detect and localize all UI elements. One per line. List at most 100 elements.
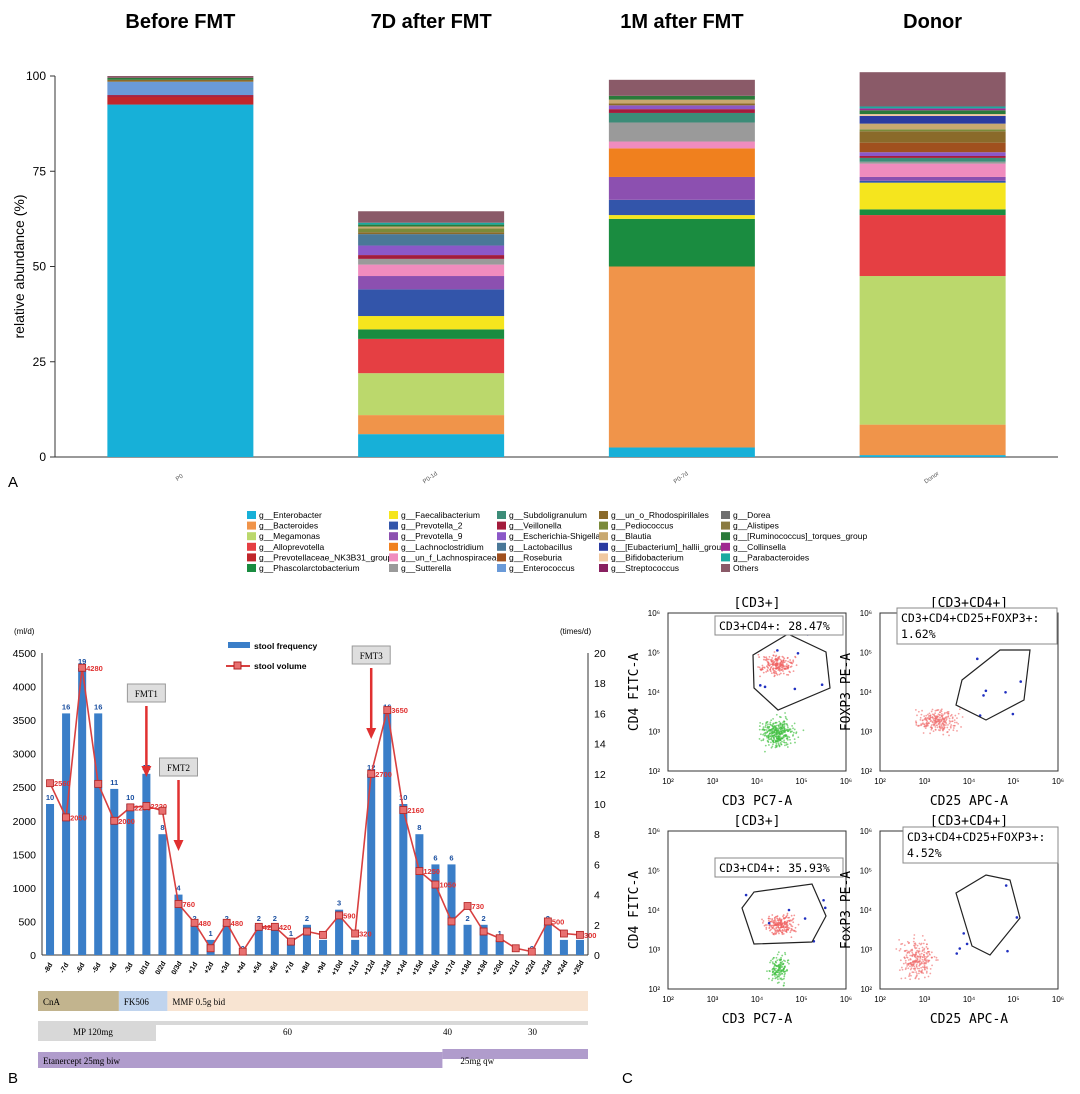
c-y-axis-label: FOXP3 PE-A xyxy=(839,653,854,731)
a-bar-segment xyxy=(608,103,755,106)
b-steroid-dose: 40 xyxy=(443,1027,453,1037)
b-x-tick-label: +19d xyxy=(475,960,489,977)
b-right-tick-label: 16 xyxy=(594,708,606,720)
c-event-dot xyxy=(760,739,763,742)
c-event-dot xyxy=(767,736,770,739)
c-event-dot xyxy=(792,731,795,734)
c-event-dot xyxy=(779,729,782,731)
c-event-dot xyxy=(769,723,772,726)
c-event-dot xyxy=(785,970,788,972)
c-event-dot xyxy=(954,721,956,724)
c-event-dot xyxy=(780,660,783,663)
c-gated-dot xyxy=(1006,949,1009,953)
b-fmt-label: FMT1 xyxy=(135,689,158,699)
b-volume-marker xyxy=(110,816,119,825)
c-event-dot xyxy=(911,948,914,951)
c-event-dot xyxy=(772,717,774,720)
c-event-dot xyxy=(762,738,765,741)
a-bar-segment xyxy=(358,264,505,277)
c-event-dot xyxy=(909,958,912,961)
c-event-dot xyxy=(785,717,787,720)
c-event-dot xyxy=(943,712,946,715)
b-volume-marker xyxy=(254,922,263,931)
c-event-dot xyxy=(779,716,782,719)
a-bar-segment xyxy=(358,245,505,256)
a-bar-segment xyxy=(859,182,1006,210)
c-event-dot xyxy=(781,730,783,732)
a-x-tick-label: P0 xyxy=(175,473,185,483)
b-frequency-label: 6 xyxy=(433,853,437,862)
b-volume-marker xyxy=(158,806,167,815)
c-y-tick-label: 10⁶ xyxy=(648,827,660,836)
b-volume-label: 500 xyxy=(552,917,565,926)
a-bar-segment xyxy=(859,72,1006,107)
c-event-dot xyxy=(770,924,773,927)
c-event-dot xyxy=(909,968,912,971)
c-event-dot xyxy=(782,925,785,927)
c-event-dot xyxy=(787,916,790,919)
c-y-tick-label: 10⁴ xyxy=(860,906,873,915)
c-gated-dot xyxy=(793,687,797,691)
a-legend-swatch xyxy=(721,542,730,551)
a-legend-label: g__Parabacteroides xyxy=(733,552,809,562)
c-event-dot xyxy=(920,955,922,958)
b-x-tick-label: +2d xyxy=(203,961,215,975)
c-event-dot xyxy=(762,733,764,736)
c-event-dot xyxy=(942,725,945,727)
c-event-dot xyxy=(768,725,771,728)
c-x-tick-label: 10⁴ xyxy=(963,777,976,786)
c-event-dot xyxy=(915,720,917,723)
c-event-dot xyxy=(769,659,772,661)
c-event-dot xyxy=(947,724,949,726)
c-plot-title: [CD3+] xyxy=(734,814,781,829)
c-event-dot xyxy=(789,742,792,745)
c-event-dot xyxy=(927,961,930,963)
a-bar-segment xyxy=(608,141,755,149)
c-event-dot xyxy=(770,739,773,741)
b-right-tick-label: 20 xyxy=(594,648,606,660)
c-event-dot xyxy=(915,953,917,956)
a-bar-segment xyxy=(859,215,1006,277)
b-volume-label: 2000 xyxy=(118,817,135,826)
c-event-dot xyxy=(949,715,952,717)
c-plot-title: [CD3+CD4+] xyxy=(930,596,1008,611)
c-event-dot xyxy=(900,977,903,980)
c-event-dot xyxy=(795,664,798,667)
a-legend-label: g__Faecalibacterium xyxy=(401,510,480,520)
a-bar-segment xyxy=(107,79,254,82)
c-event-dot xyxy=(781,726,784,729)
c-event-dot xyxy=(780,669,782,671)
c-event-dot xyxy=(928,959,931,962)
c-event-dot xyxy=(774,917,776,919)
c-event-dot xyxy=(785,668,787,671)
c-event-dot xyxy=(928,953,931,955)
c-event-dot xyxy=(775,667,778,670)
c-event-dot xyxy=(784,953,787,956)
c-event-dot xyxy=(936,715,939,718)
c-gated-dot xyxy=(982,694,985,697)
c-x-tick-label: 10⁵ xyxy=(795,995,807,1004)
c-event-dot xyxy=(923,976,926,979)
c-event-dot xyxy=(903,944,906,947)
c-event-dot xyxy=(925,718,928,721)
c-event-dot xyxy=(781,731,784,734)
c-event-dot xyxy=(769,721,772,724)
c-gated-dot xyxy=(763,685,767,689)
c-event-dot xyxy=(793,738,796,741)
b-volume-marker xyxy=(238,947,247,956)
c-event-dot xyxy=(764,724,767,727)
c-event-dot xyxy=(782,659,785,662)
c-event-dot xyxy=(773,725,775,728)
c-event-dot xyxy=(920,942,923,945)
c-event-dot xyxy=(933,724,935,727)
c-event-dot xyxy=(769,961,771,964)
b-therapy-label: CnA xyxy=(43,997,61,1007)
c-event-dot xyxy=(771,914,774,916)
b-x-tick-label: +13d xyxy=(379,960,393,977)
c-event-dot xyxy=(950,724,953,726)
c-event-dot xyxy=(770,737,773,739)
c-event-dot xyxy=(925,946,928,948)
b-biologic-label: Etanercept 25mg biw xyxy=(43,1056,120,1066)
c-event-dot xyxy=(772,724,774,726)
c-event-dot xyxy=(766,725,769,728)
